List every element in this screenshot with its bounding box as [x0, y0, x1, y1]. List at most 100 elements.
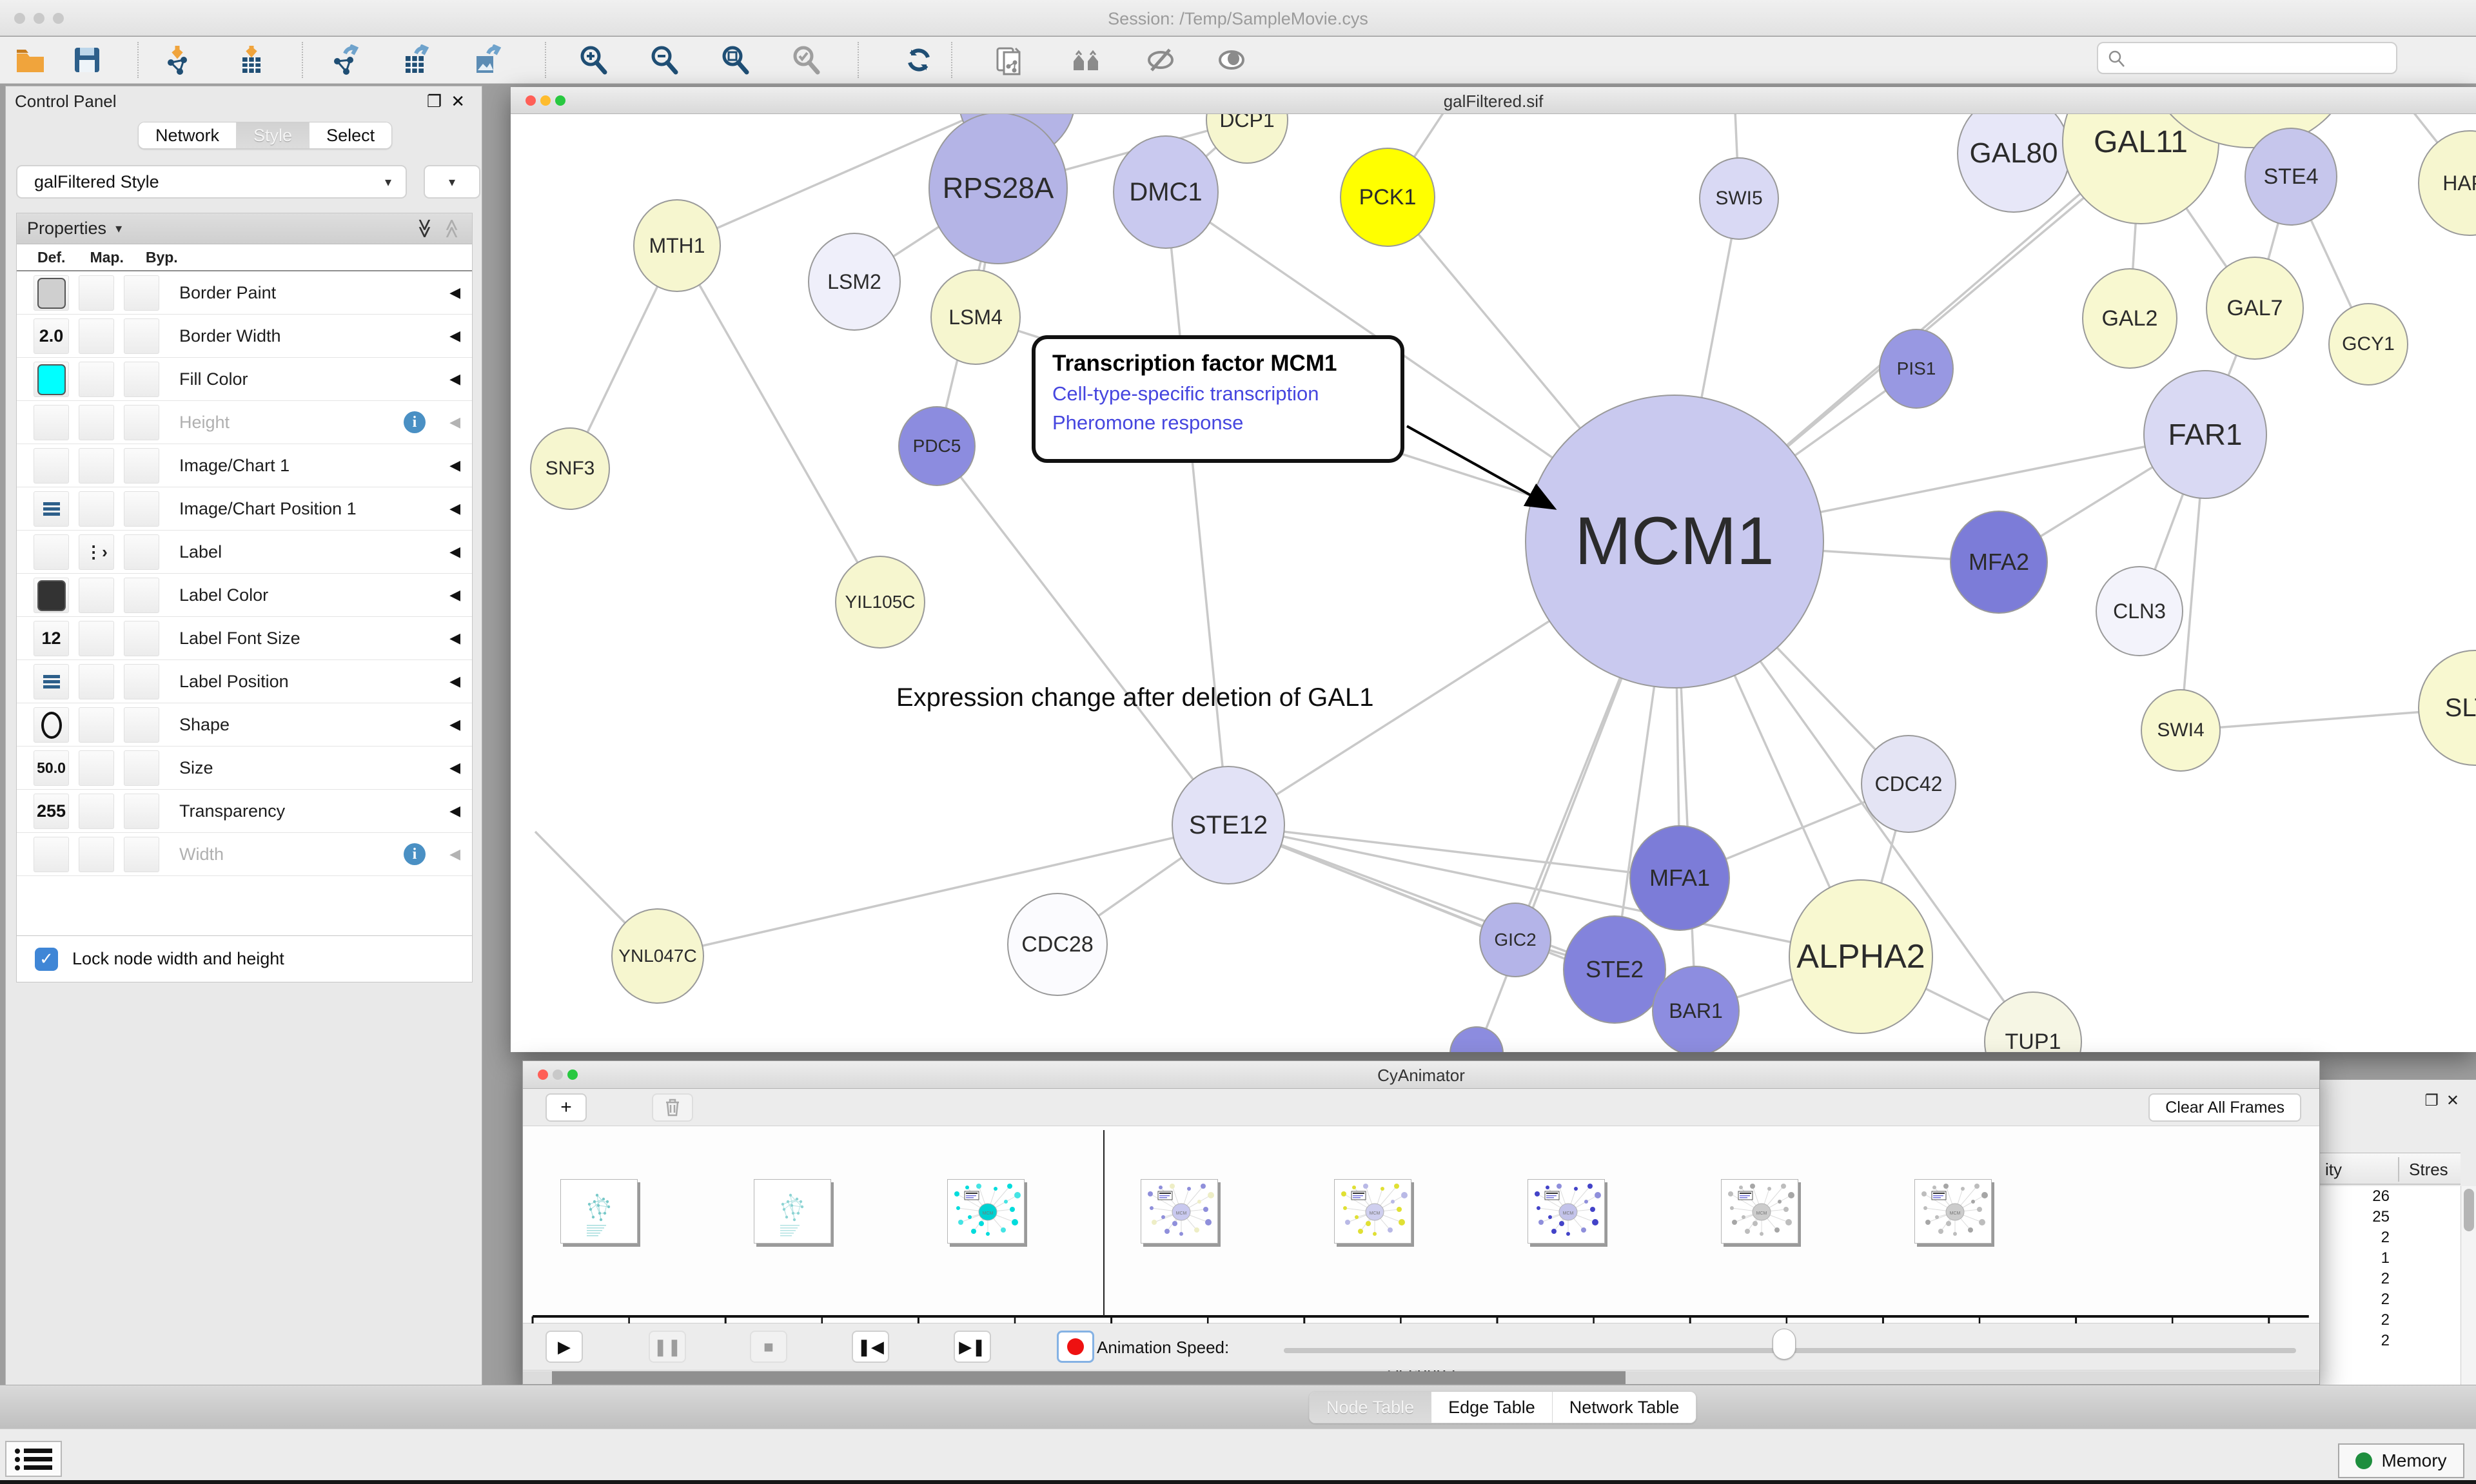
property-row[interactable]: Image/Chart 1 ◀	[17, 444, 472, 487]
network-node-MTH1[interactable]: MTH1	[633, 199, 721, 292]
network-node-CDC28[interactable]: CDC28	[1007, 893, 1108, 996]
annotation-link[interactable]: Pheromone response	[1052, 411, 1244, 434]
add-frame-button[interactable]: +	[545, 1093, 587, 1122]
property-value-cell[interactable]	[34, 448, 69, 483]
delete-frame-button[interactable]	[652, 1093, 693, 1122]
close-icon[interactable]	[538, 1069, 548, 1080]
table-cell-value[interactable]: 2	[2381, 1229, 2390, 1246]
go-to-end-button[interactable]: ▶❚	[954, 1331, 991, 1363]
network-node-CLN3[interactable]: CLN3	[2096, 566, 2183, 656]
network-node-LSM4[interactable]: LSM4	[930, 269, 1021, 365]
table-column-header[interactable]: Stres	[2409, 1160, 2448, 1179]
pause-button[interactable]: ❚❚	[649, 1331, 686, 1363]
play-button[interactable]: ▶	[545, 1331, 583, 1363]
property-value-cell[interactable]: 2.0	[34, 318, 69, 354]
property-row[interactable]: Width i ◀	[17, 833, 472, 876]
expand-all-icon[interactable]: ≫	[414, 218, 436, 239]
network-node-STE4[interactable]: STE4	[2245, 128, 2337, 226]
frame-thumbnail[interactable]: MCM	[1334, 1179, 1411, 1244]
property-row[interactable]: Fill Color ◀	[17, 358, 472, 401]
zoom-in-icon[interactable]	[577, 44, 609, 75]
export-network-icon[interactable]	[330, 44, 362, 75]
property-value-cell[interactable]	[124, 275, 159, 311]
expand-row-icon[interactable]: ◀	[449, 327, 460, 344]
chevron-down-icon[interactable]: ▾	[115, 222, 123, 236]
network-node-GIC2[interactable]: GIC2	[1479, 903, 1551, 977]
property-value-cell[interactable]	[124, 750, 159, 786]
close-panel-icon[interactable]: ✕	[2446, 1092, 2467, 1109]
property-value-cell[interactable]	[124, 362, 159, 397]
table-cell-value[interactable]: 26	[2372, 1187, 2390, 1205]
clear-all-frames-button[interactable]: Clear All Frames	[2148, 1093, 2301, 1122]
network-node-FAR1[interactable]: FAR1	[2143, 370, 2267, 499]
expand-row-icon[interactable]: ◀	[449, 371, 460, 387]
network-node-PDC5[interactable]: PDC5	[898, 406, 976, 486]
property-row[interactable]: 50.0 Size ◀	[17, 747, 472, 790]
tab-select[interactable]: Select	[309, 122, 392, 148]
network-caption[interactable]: Expression change after deletion of GAL1	[896, 683, 1374, 712]
minimize-icon[interactable]	[553, 1069, 563, 1080]
table-cell-value[interactable]: 2	[2381, 1311, 2390, 1329]
annotation-link[interactable]: Cell-type-specific transcription	[1052, 382, 1319, 405]
property-value-cell[interactable]: 255	[34, 794, 69, 829]
frame-thumbnail[interactable]: MCM	[1721, 1179, 1798, 1244]
property-row[interactable]: Shape ◀	[17, 703, 472, 747]
import-table-icon[interactable]	[235, 44, 268, 75]
close-window-icon[interactable]	[14, 13, 25, 24]
open-session-icon[interactable]	[14, 44, 46, 75]
table-column-header[interactable]: ity	[2325, 1160, 2342, 1179]
tab-network-table[interactable]: Network Table	[1551, 1392, 1696, 1423]
property-value-cell[interactable]	[79, 794, 114, 829]
property-value-cell[interactable]: 12	[34, 621, 69, 656]
frame-thumbnail[interactable]: MCM	[1528, 1179, 1605, 1244]
expand-row-icon[interactable]: ◀	[449, 587, 460, 603]
network-node-GAL80[interactable]: GAL80	[1957, 114, 2070, 213]
property-row[interactable]: Label Position ◀	[17, 660, 472, 703]
network-node-BAR1[interactable]: BAR1	[1652, 966, 1740, 1052]
style-selector-dropdown[interactable]: galFiltered Style ▾	[16, 165, 407, 199]
export-image-icon[interactable]	[471, 44, 503, 75]
property-value-cell[interactable]	[79, 707, 114, 743]
property-value-cell[interactable]	[124, 664, 159, 699]
property-row[interactable]: Height i ◀	[17, 401, 472, 444]
search-input[interactable]	[2097, 42, 2397, 74]
property-value-cell[interactable]	[34, 491, 69, 527]
property-value-cell[interactable]	[34, 362, 69, 397]
property-value-cell[interactable]	[124, 318, 159, 354]
record-button[interactable]	[1057, 1331, 1094, 1363]
zoom-out-icon[interactable]	[648, 44, 680, 75]
property-value-cell[interactable]	[34, 275, 69, 311]
hide-details-icon[interactable]	[1145, 44, 1177, 75]
property-row[interactable]: 2.0 Border Width ◀	[17, 315, 472, 358]
show-details-icon[interactable]	[1215, 44, 1248, 75]
property-value-cell[interactable]	[79, 362, 114, 397]
property-value-cell[interactable]	[79, 405, 114, 440]
scrollbar-thumb[interactable]	[552, 1371, 1626, 1384]
property-row[interactable]: 255 Transparency ◀	[17, 790, 472, 833]
frame-thumbnail[interactable]	[754, 1179, 831, 1244]
property-value-cell[interactable]	[124, 491, 159, 527]
frame-thumbnail[interactable]	[560, 1179, 638, 1244]
property-value-cell[interactable]	[79, 750, 114, 786]
expand-row-icon[interactable]: ◀	[449, 846, 460, 862]
network-node-MCM1[interactable]: MCM1	[1525, 395, 1824, 688]
info-icon[interactable]: i	[404, 411, 426, 433]
property-row[interactable]: Image/Chart Position 1 ◀	[17, 487, 472, 531]
close-icon[interactable]	[526, 95, 536, 106]
network-node-MFA2[interactable]: MFA2	[1950, 511, 2048, 614]
property-value-cell[interactable]	[124, 621, 159, 656]
network-node-MFA1[interactable]: MFA1	[1629, 825, 1730, 931]
zoom-fit-icon[interactable]	[719, 44, 751, 75]
property-value-cell[interactable]	[79, 837, 114, 872]
tab-style[interactable]: Style	[236, 122, 310, 148]
close-panel-icon[interactable]: ✕	[451, 92, 474, 111]
network-node-GCY1[interactable]: GCY1	[2328, 303, 2408, 386]
network-node-PCK1[interactable]: PCK1	[1340, 148, 1435, 247]
property-value-cell[interactable]	[79, 578, 114, 613]
timeline-playhead[interactable]	[1103, 1130, 1105, 1316]
info-icon[interactable]: i	[404, 843, 426, 865]
frame-thumbnail[interactable]: MCM	[1914, 1179, 1992, 1244]
network-node-YIL105C[interactable]: YIL105C	[835, 556, 925, 649]
tab-node-table[interactable]: Node Table	[1310, 1392, 1431, 1423]
